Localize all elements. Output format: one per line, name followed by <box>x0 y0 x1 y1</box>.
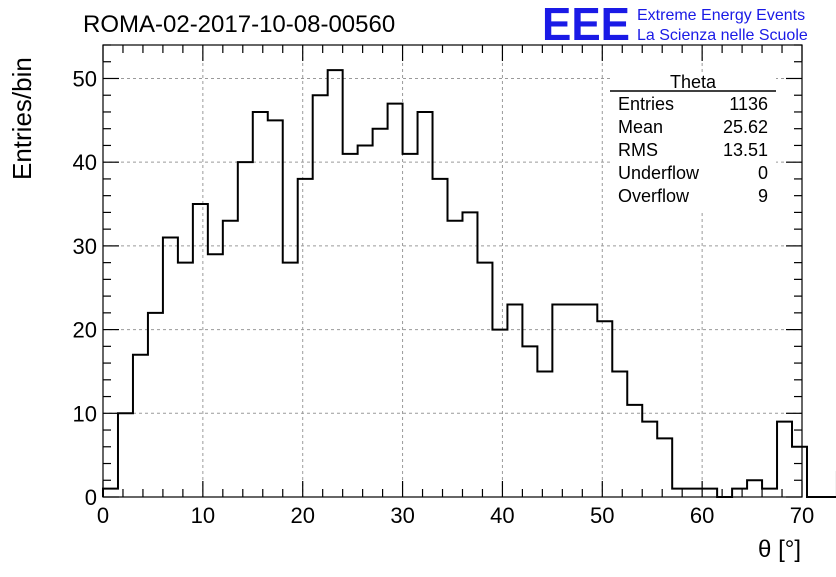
histogram-bin <box>612 371 627 497</box>
histogram-bin <box>163 238 178 497</box>
stats-overflow-label: Overflow <box>618 186 690 206</box>
histogram-bin <box>133 355 148 497</box>
stats-underflow-value: 0 <box>758 163 768 183</box>
histogram-bin <box>522 346 537 497</box>
y-tick-label: 50 <box>73 66 97 91</box>
y-tick-label: 30 <box>73 234 97 259</box>
x-tick-label: 0 <box>97 503 109 528</box>
histogram-bin <box>702 489 717 497</box>
histogram-bin <box>687 489 702 497</box>
y-tick-label: 0 <box>85 485 97 510</box>
histogram-bin <box>358 145 373 497</box>
histogram-bin <box>373 129 388 497</box>
histogram-bin <box>462 212 477 497</box>
histogram-bin <box>223 221 238 497</box>
histogram-bin <box>477 263 492 497</box>
stats-entries-label: Entries <box>618 94 674 114</box>
histogram-bin <box>582 304 597 497</box>
stats-box: Theta Entries 1136 Mean 25.62 RMS 13.51 … <box>610 72 776 210</box>
histogram-bin <box>298 179 313 497</box>
stats-overflow-value: 9 <box>758 186 768 206</box>
histogram-bin <box>792 447 807 497</box>
x-tick-label: 50 <box>590 503 614 528</box>
tick-labels: 0 10 20 30 40 50 60 70 0 10 20 30 40 50 <box>73 66 815 528</box>
histogram-bin <box>672 489 687 497</box>
x-axis-label: θ [°] <box>758 536 801 563</box>
y-tick-label: 10 <box>73 401 97 426</box>
histogram-bin <box>732 489 747 497</box>
stats-rms-value: 13.51 <box>723 140 768 160</box>
stats-title: Theta <box>670 72 717 92</box>
histogram-bin <box>283 263 298 497</box>
y-tick-label: 20 <box>73 318 97 343</box>
histogram-bin <box>657 438 672 497</box>
histogram-bin <box>418 112 433 497</box>
chart-title: ROMA-02-2017-10-08-00560 <box>83 11 395 38</box>
histogram-bin <box>253 112 268 497</box>
histogram-bin <box>567 304 582 497</box>
histogram-bin <box>268 120 283 497</box>
histogram-bin <box>388 104 403 497</box>
histogram-bin <box>507 304 522 497</box>
histogram-bin <box>238 162 253 497</box>
histogram-bin <box>762 489 777 497</box>
histogram-bin <box>148 313 163 497</box>
logo-letters: EEE <box>542 0 630 50</box>
stats-mean-value: 25.62 <box>723 117 768 137</box>
plot-frame <box>102 44 803 498</box>
x-tick-label: 40 <box>490 503 514 528</box>
logo-line-1: Extreme Energy Events <box>637 7 805 24</box>
eee-logo: EEE Extreme Energy Events La Scienza nel… <box>542 0 808 50</box>
x-tick-label: 20 <box>290 503 314 528</box>
x-tick-label: 30 <box>390 503 414 528</box>
histogram-bin <box>448 221 463 497</box>
histogram-bin <box>597 321 612 497</box>
y-tick-label: 40 <box>73 150 97 175</box>
histogram-bin <box>208 254 223 497</box>
histogram-bin <box>193 204 208 497</box>
stats-underflow-label: Underflow <box>618 163 700 183</box>
histogram-bin <box>403 154 418 497</box>
histogram-bin <box>747 480 762 497</box>
histogram-bin <box>552 304 567 497</box>
histogram-bin <box>328 70 343 497</box>
histogram-bin <box>433 179 448 497</box>
x-tick-label: 70 <box>790 503 814 528</box>
histogram-bin <box>627 405 642 497</box>
axis-ticks <box>102 44 803 498</box>
histogram-bin <box>343 154 358 497</box>
x-tick-label: 60 <box>690 503 714 528</box>
x-tick-label: 10 <box>191 503 215 528</box>
histogram-bin <box>178 263 193 497</box>
histogram-bin <box>537 371 552 497</box>
logo-line-2: La Scienza nelle Scuole <box>637 27 808 44</box>
stats-entries-value: 1136 <box>729 94 768 114</box>
histogram-bin <box>103 489 118 497</box>
histogram-bin <box>777 422 792 497</box>
histogram-bin <box>642 422 657 497</box>
y-axis-label: Entries/bin <box>7 57 37 180</box>
stats-mean-label: Mean <box>618 117 663 137</box>
histogram-bin <box>118 413 133 497</box>
histogram-bin <box>313 95 328 497</box>
stats-rms-label: RMS <box>618 140 658 160</box>
